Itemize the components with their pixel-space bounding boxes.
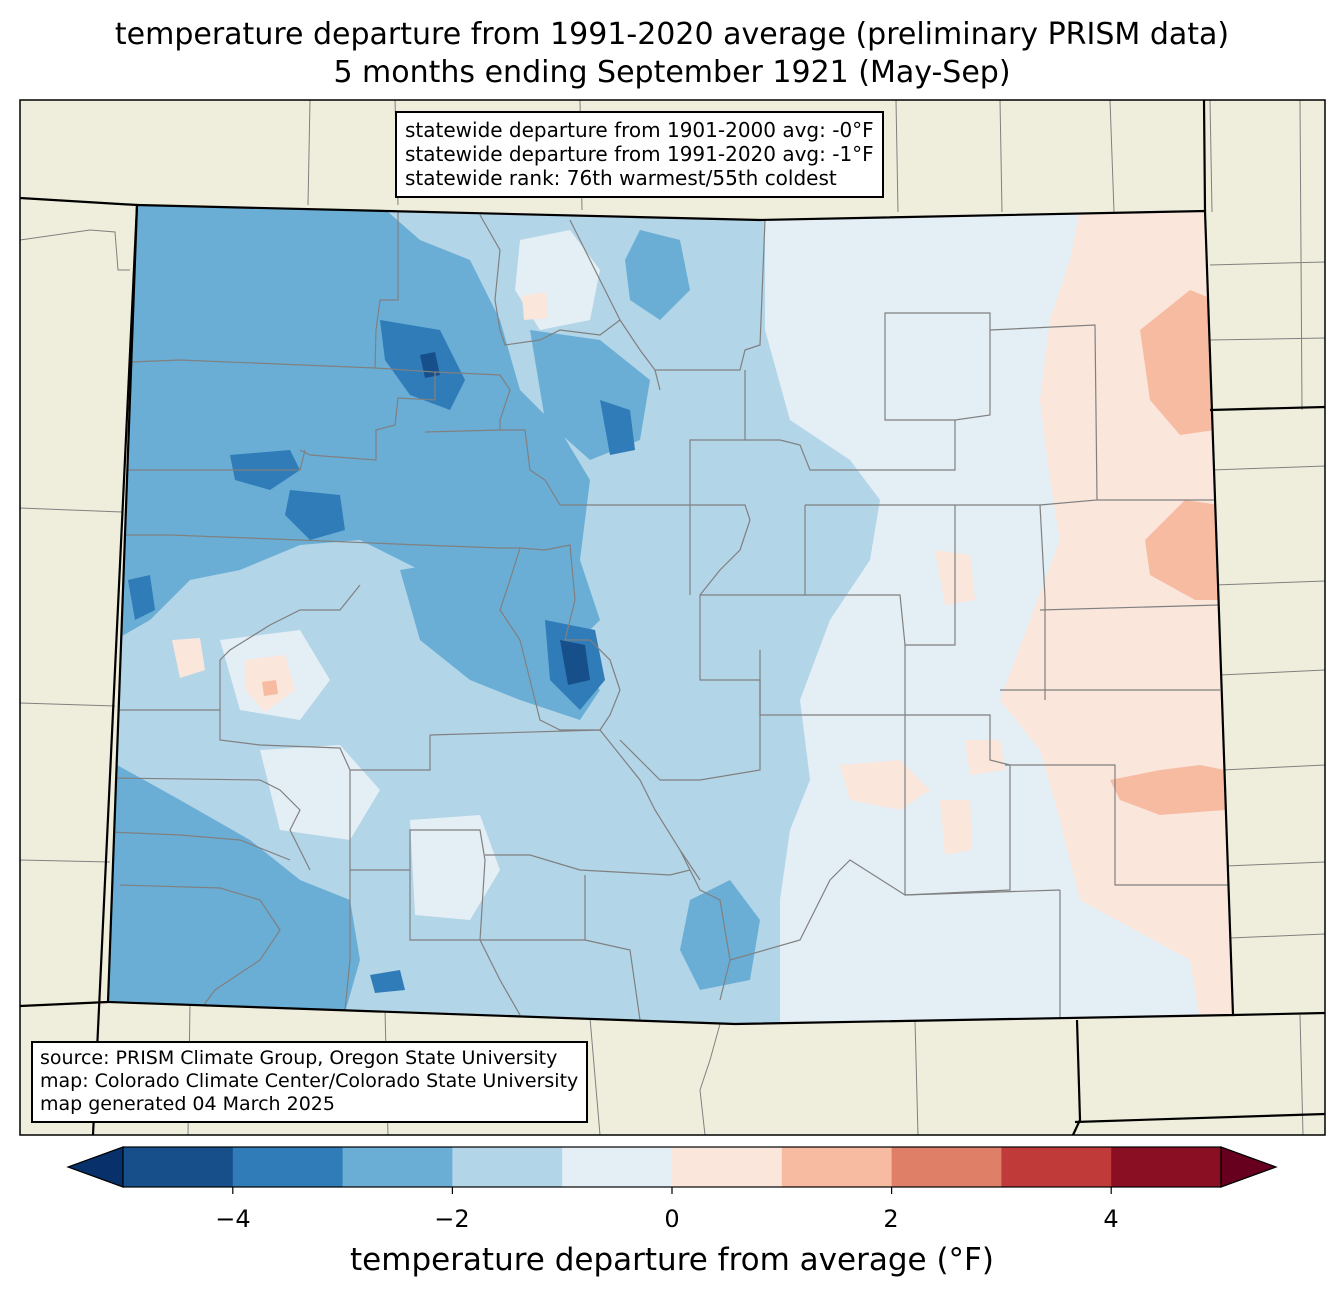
colorbar-tick-label: 0 [664,1205,680,1233]
colorbar-tick-label: −4 [215,1205,251,1233]
map-credit-line: map: Colorado Climate Center/Colorado St… [40,1070,579,1092]
colorbar-tick-label: 4 [1103,1205,1119,1233]
statewide-stats-box: statewide departure from 1901-2000 avg: … [395,111,884,198]
generated-date-line: map generated 04 March 2025 [40,1093,335,1115]
stats-rank: statewide rank: 76th warmest/55th coldes… [405,166,837,190]
source-credit-box: source: PRISM Climate Group, Oregon Stat… [31,1041,589,1123]
map-title-line2: 5 months ending September 1921 (May-Sep) [333,55,1011,90]
temperature-field [108,205,1233,1024]
state-boundaries [20,100,1325,1135]
colorbar-tick-label: −2 [434,1205,470,1233]
stats-departure-1991-2020: statewide departure from 1991-2020 avg: … [405,142,874,166]
colorado-county-lines [109,210,1230,1021]
source-line: source: PRISM Climate Group, Oregon Stat… [40,1047,558,1069]
colorbar-tick-label: 2 [883,1205,899,1233]
stats-departure-1901-2000: statewide departure from 1901-2000 avg: … [405,118,874,142]
colorbar-label: temperature departure from average (°F) [350,1242,994,1278]
map-title-line1: temperature departure from 1991-2020 ave… [114,17,1230,52]
map-frame [19,99,1326,1136]
